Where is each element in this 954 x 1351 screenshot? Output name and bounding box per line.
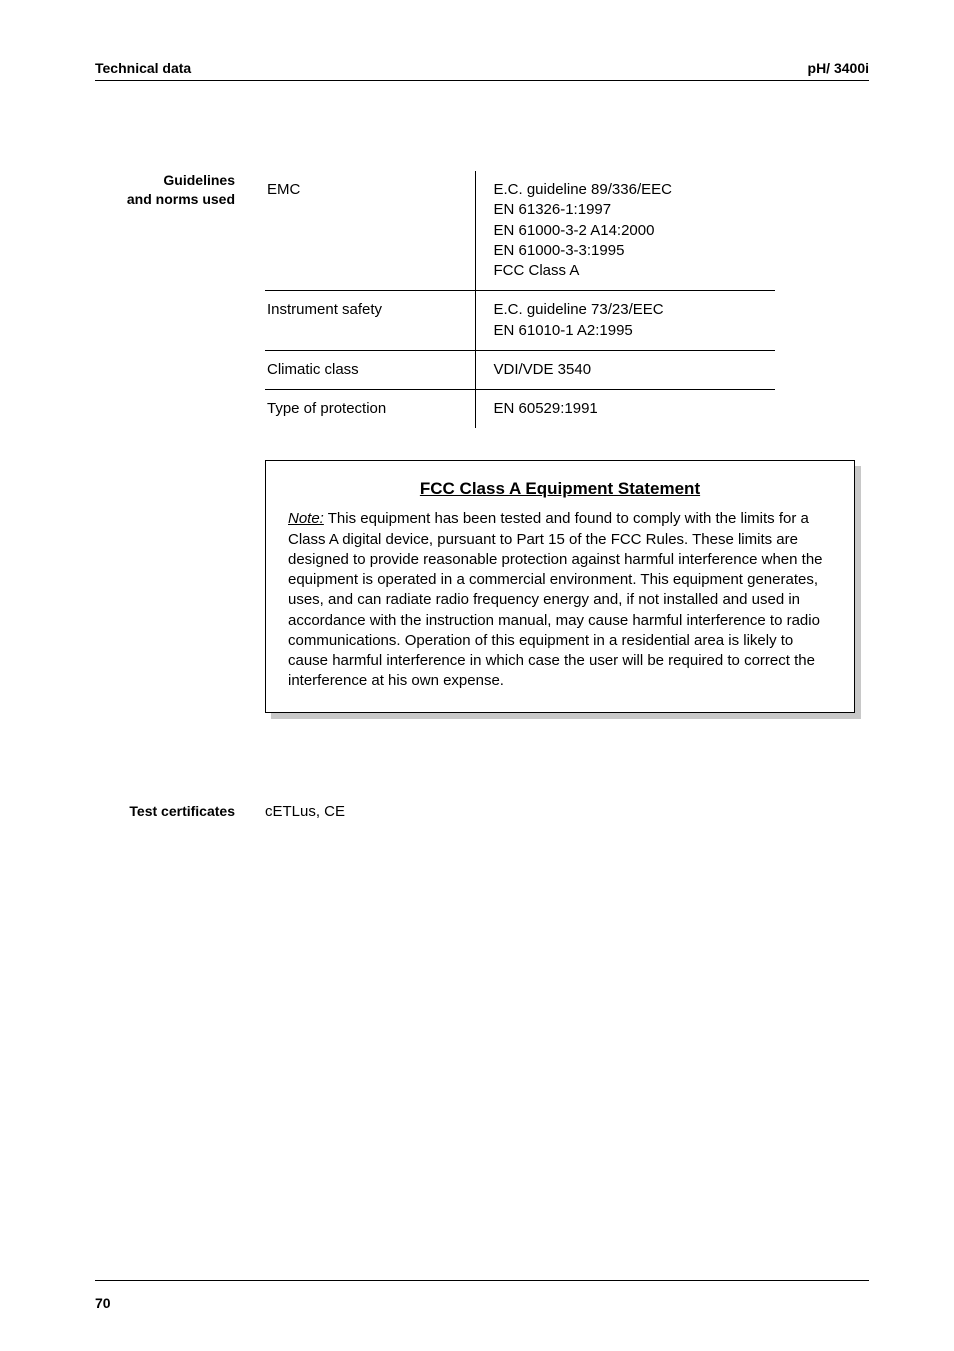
header-right: pH/ 3400i [808, 60, 869, 76]
fcc-statement-box: FCC Class A Equipment Statement Note: Th… [265, 460, 855, 712]
table-row: Climatic class VDI/VDE 3540 [265, 350, 775, 389]
guidelines-content: EMC E.C. guideline 89/336/EEC EN 61326-1… [265, 171, 869, 428]
spec-value: E.C. guideline 89/336/EEC EN 61326-1:199… [475, 171, 775, 291]
page-number: 70 [95, 1295, 111, 1311]
guidelines-section: Guidelines and norms used EMC E.C. guide… [95, 171, 869, 428]
header-left: Technical data [95, 60, 191, 76]
spec-value: VDI/VDE 3540 [475, 350, 775, 389]
page-header: Technical data pH/ 3400i [95, 60, 869, 76]
spec-name: EMC [265, 171, 475, 291]
fcc-statement-container: FCC Class A Equipment Statement Note: Th… [265, 460, 855, 712]
page: Technical data pH/ 3400i Guidelines and … [0, 0, 954, 1351]
spec-name: Climatic class [265, 350, 475, 389]
fcc-statement-text: This equipment has been tested and found… [288, 510, 823, 689]
spec-value: EN 60529:1991 [475, 390, 775, 429]
table-row: Type of protection EN 60529:1991 [265, 390, 775, 429]
note-label: Note: [288, 510, 324, 527]
fcc-statement-title: FCC Class A Equipment Statement [288, 479, 832, 499]
certificates-section: Test certificates cETLus, CE [95, 803, 869, 820]
fcc-statement-body: Note: This equipment has been tested and… [288, 509, 832, 691]
header-rule [95, 80, 869, 81]
spec-value: E.C. guideline 73/23/EEC EN 61010-1 A2:1… [475, 291, 775, 351]
footer-rule [95, 1280, 869, 1281]
certificates-label: Test certificates [95, 803, 265, 819]
certificates-value: cETLus, CE [265, 803, 345, 820]
guidelines-label: Guidelines and norms used [95, 171, 265, 209]
guidelines-label-line2: and norms used [127, 191, 235, 207]
spec-table: EMC E.C. guideline 89/336/EEC EN 61326-1… [265, 171, 775, 428]
spec-name: Type of protection [265, 390, 475, 429]
spec-name: Instrument safety [265, 291, 475, 351]
table-row: Instrument safety E.C. guideline 73/23/E… [265, 291, 775, 351]
guidelines-label-line1: Guidelines [163, 172, 235, 188]
table-row: EMC E.C. guideline 89/336/EEC EN 61326-1… [265, 171, 775, 291]
